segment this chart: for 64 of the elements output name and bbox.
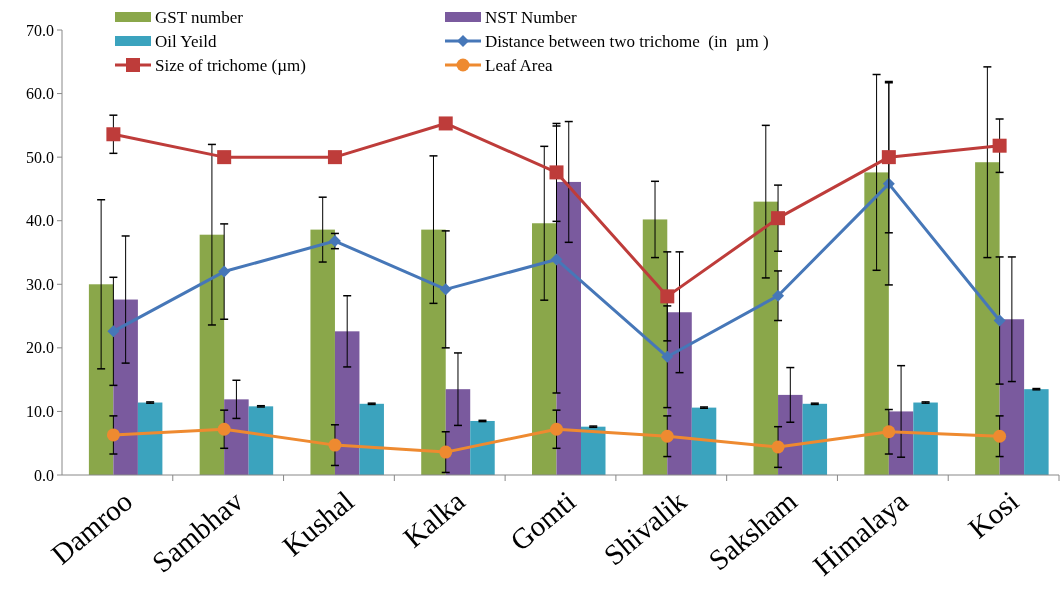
point bbox=[549, 165, 564, 180]
legend-label: Distance between two trichome (in µm ) bbox=[485, 31, 769, 51]
point bbox=[217, 422, 231, 436]
point bbox=[106, 127, 121, 142]
point bbox=[328, 438, 342, 452]
point bbox=[771, 440, 785, 454]
bar bbox=[445, 389, 471, 475]
bar bbox=[1024, 389, 1049, 475]
legend-label: NST Number bbox=[485, 7, 578, 27]
y-tick-label: 40.0 bbox=[26, 212, 54, 230]
bar bbox=[999, 319, 1025, 475]
bar bbox=[470, 420, 495, 475]
legend-label: Size of trichome (µm) bbox=[155, 55, 306, 75]
bar bbox=[199, 234, 225, 475]
point bbox=[439, 445, 453, 459]
y-tick-label: 0.0 bbox=[34, 466, 54, 484]
point bbox=[772, 289, 785, 302]
legend-label: Leaf Area bbox=[485, 55, 553, 75]
bar bbox=[310, 229, 335, 475]
bar bbox=[642, 219, 668, 475]
point bbox=[771, 211, 786, 226]
bar bbox=[864, 172, 889, 475]
point bbox=[550, 422, 563, 436]
bar bbox=[581, 426, 606, 475]
bar bbox=[137, 402, 163, 475]
y-tick-label: 60.0 bbox=[26, 85, 54, 103]
bar bbox=[753, 201, 779, 475]
bar bbox=[359, 403, 384, 475]
point bbox=[438, 116, 453, 131]
point bbox=[660, 289, 675, 304]
bar bbox=[532, 223, 557, 475]
point bbox=[882, 425, 896, 439]
point bbox=[327, 150, 342, 165]
point bbox=[993, 314, 1006, 327]
x-tick-label: Kosi bbox=[961, 484, 1025, 545]
bar bbox=[334, 331, 360, 475]
bar bbox=[913, 402, 938, 475]
bar bbox=[556, 181, 581, 475]
point bbox=[439, 283, 452, 296]
y-tick-label: 10.0 bbox=[26, 403, 54, 421]
point bbox=[992, 138, 1007, 153]
legend-label: GST number bbox=[155, 7, 244, 27]
point bbox=[218, 265, 231, 278]
bar bbox=[691, 407, 717, 475]
point bbox=[106, 428, 120, 442]
bar bbox=[975, 162, 1000, 475]
bar bbox=[421, 229, 446, 475]
point bbox=[993, 429, 1007, 443]
point bbox=[881, 150, 896, 165]
bar bbox=[248, 406, 274, 475]
bar bbox=[224, 399, 249, 475]
point bbox=[107, 325, 120, 338]
legend-label: Oil Yeild bbox=[155, 31, 217, 51]
bar bbox=[88, 284, 114, 475]
bar bbox=[802, 403, 828, 475]
y-tick-label: 20.0 bbox=[26, 339, 54, 357]
point bbox=[661, 350, 674, 363]
y-tick-label: 30.0 bbox=[26, 275, 54, 293]
y-tick-label: 70.0 bbox=[26, 21, 54, 39]
point bbox=[550, 253, 563, 266]
y-tick-label: 50.0 bbox=[26, 148, 54, 166]
bar bbox=[778, 394, 803, 475]
point bbox=[217, 150, 232, 165]
point bbox=[660, 429, 674, 443]
